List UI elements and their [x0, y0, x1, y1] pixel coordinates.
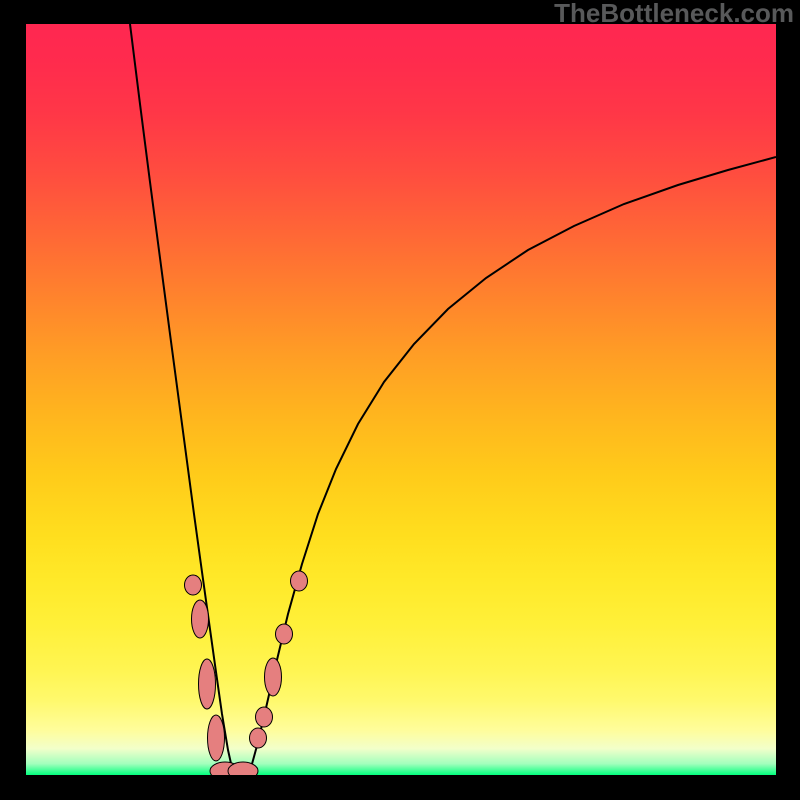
- data-marker: [208, 715, 225, 761]
- data-marker: [276, 624, 293, 644]
- left-curve: [130, 24, 235, 775]
- data-marker: [265, 658, 282, 696]
- data-marker: [199, 659, 216, 709]
- plot-area: [26, 24, 776, 775]
- data-marker: [250, 728, 267, 748]
- data-marker: [256, 707, 273, 727]
- watermark-text: TheBottleneck.com: [554, 0, 794, 29]
- right-curve: [248, 157, 776, 775]
- data-marker: [291, 571, 308, 591]
- data-marker: [192, 600, 209, 638]
- data-marker: [185, 575, 202, 595]
- chart-overlay-svg: [26, 24, 776, 775]
